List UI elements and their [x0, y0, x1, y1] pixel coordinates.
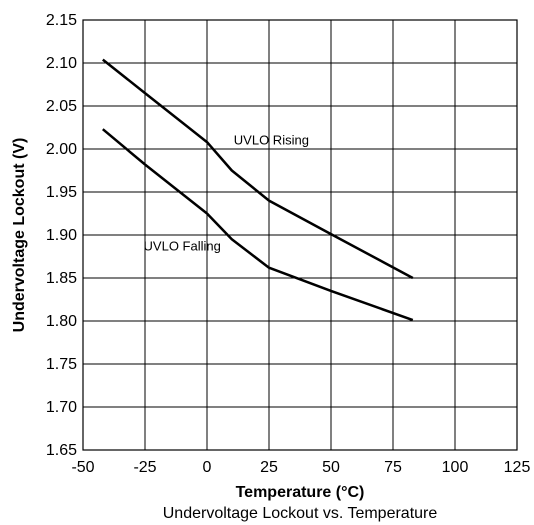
y-tick-label: 1.75 [46, 356, 77, 373]
x-tick-label: 25 [260, 459, 278, 476]
chart-caption: Undervoltage Lockout vs. Temperature [163, 505, 438, 522]
x-tick-label: 75 [384, 459, 402, 476]
y-tick-label: 1.85 [46, 270, 77, 287]
y-axis-title: Undervoltage Lockout (V) [11, 138, 28, 333]
series-line-uvlo-rising [102, 58, 414, 280]
y-tick-label: 2.05 [46, 98, 77, 115]
x-tick-label: 125 [504, 459, 531, 476]
y-tick-label: 2.10 [46, 55, 77, 72]
x-tick-labels: -50 -25 0 25 50 75 100 125 [71, 459, 530, 476]
series-layer [101, 58, 414, 322]
y-tick-label: 1.65 [46, 442, 77, 459]
plot-frame [82, 19, 518, 451]
y-tick-label: 1.80 [46, 313, 77, 330]
y-tick-label: 1.95 [46, 184, 77, 201]
y-tick-label: 2.15 [46, 12, 77, 29]
grid [82, 19, 518, 451]
y-tick-label: 1.70 [46, 399, 77, 416]
series-line-uvlo-falling [101, 128, 414, 322]
x-tick-label: 100 [442, 459, 469, 476]
x-tick-label: -50 [71, 459, 94, 476]
annotations: UVLO Rising UVLO Falling [144, 133, 309, 254]
series-label: UVLO Rising [234, 133, 309, 148]
x-axis-title: Temperature (°C) [236, 484, 365, 501]
x-tick-label: 50 [322, 459, 340, 476]
y-tick-labels: 2.15 2.10 2.05 2.00 1.95 1.90 1.85 1.80 1.75 1.70… [46, 12, 77, 459]
x-tick-label: 0 [203, 459, 212, 476]
series-label: UVLO Falling [144, 238, 221, 253]
y-tick-label: 1.90 [46, 227, 77, 244]
y-tick-label: 2.00 [46, 141, 77, 158]
x-tick-label: -25 [133, 459, 156, 476]
